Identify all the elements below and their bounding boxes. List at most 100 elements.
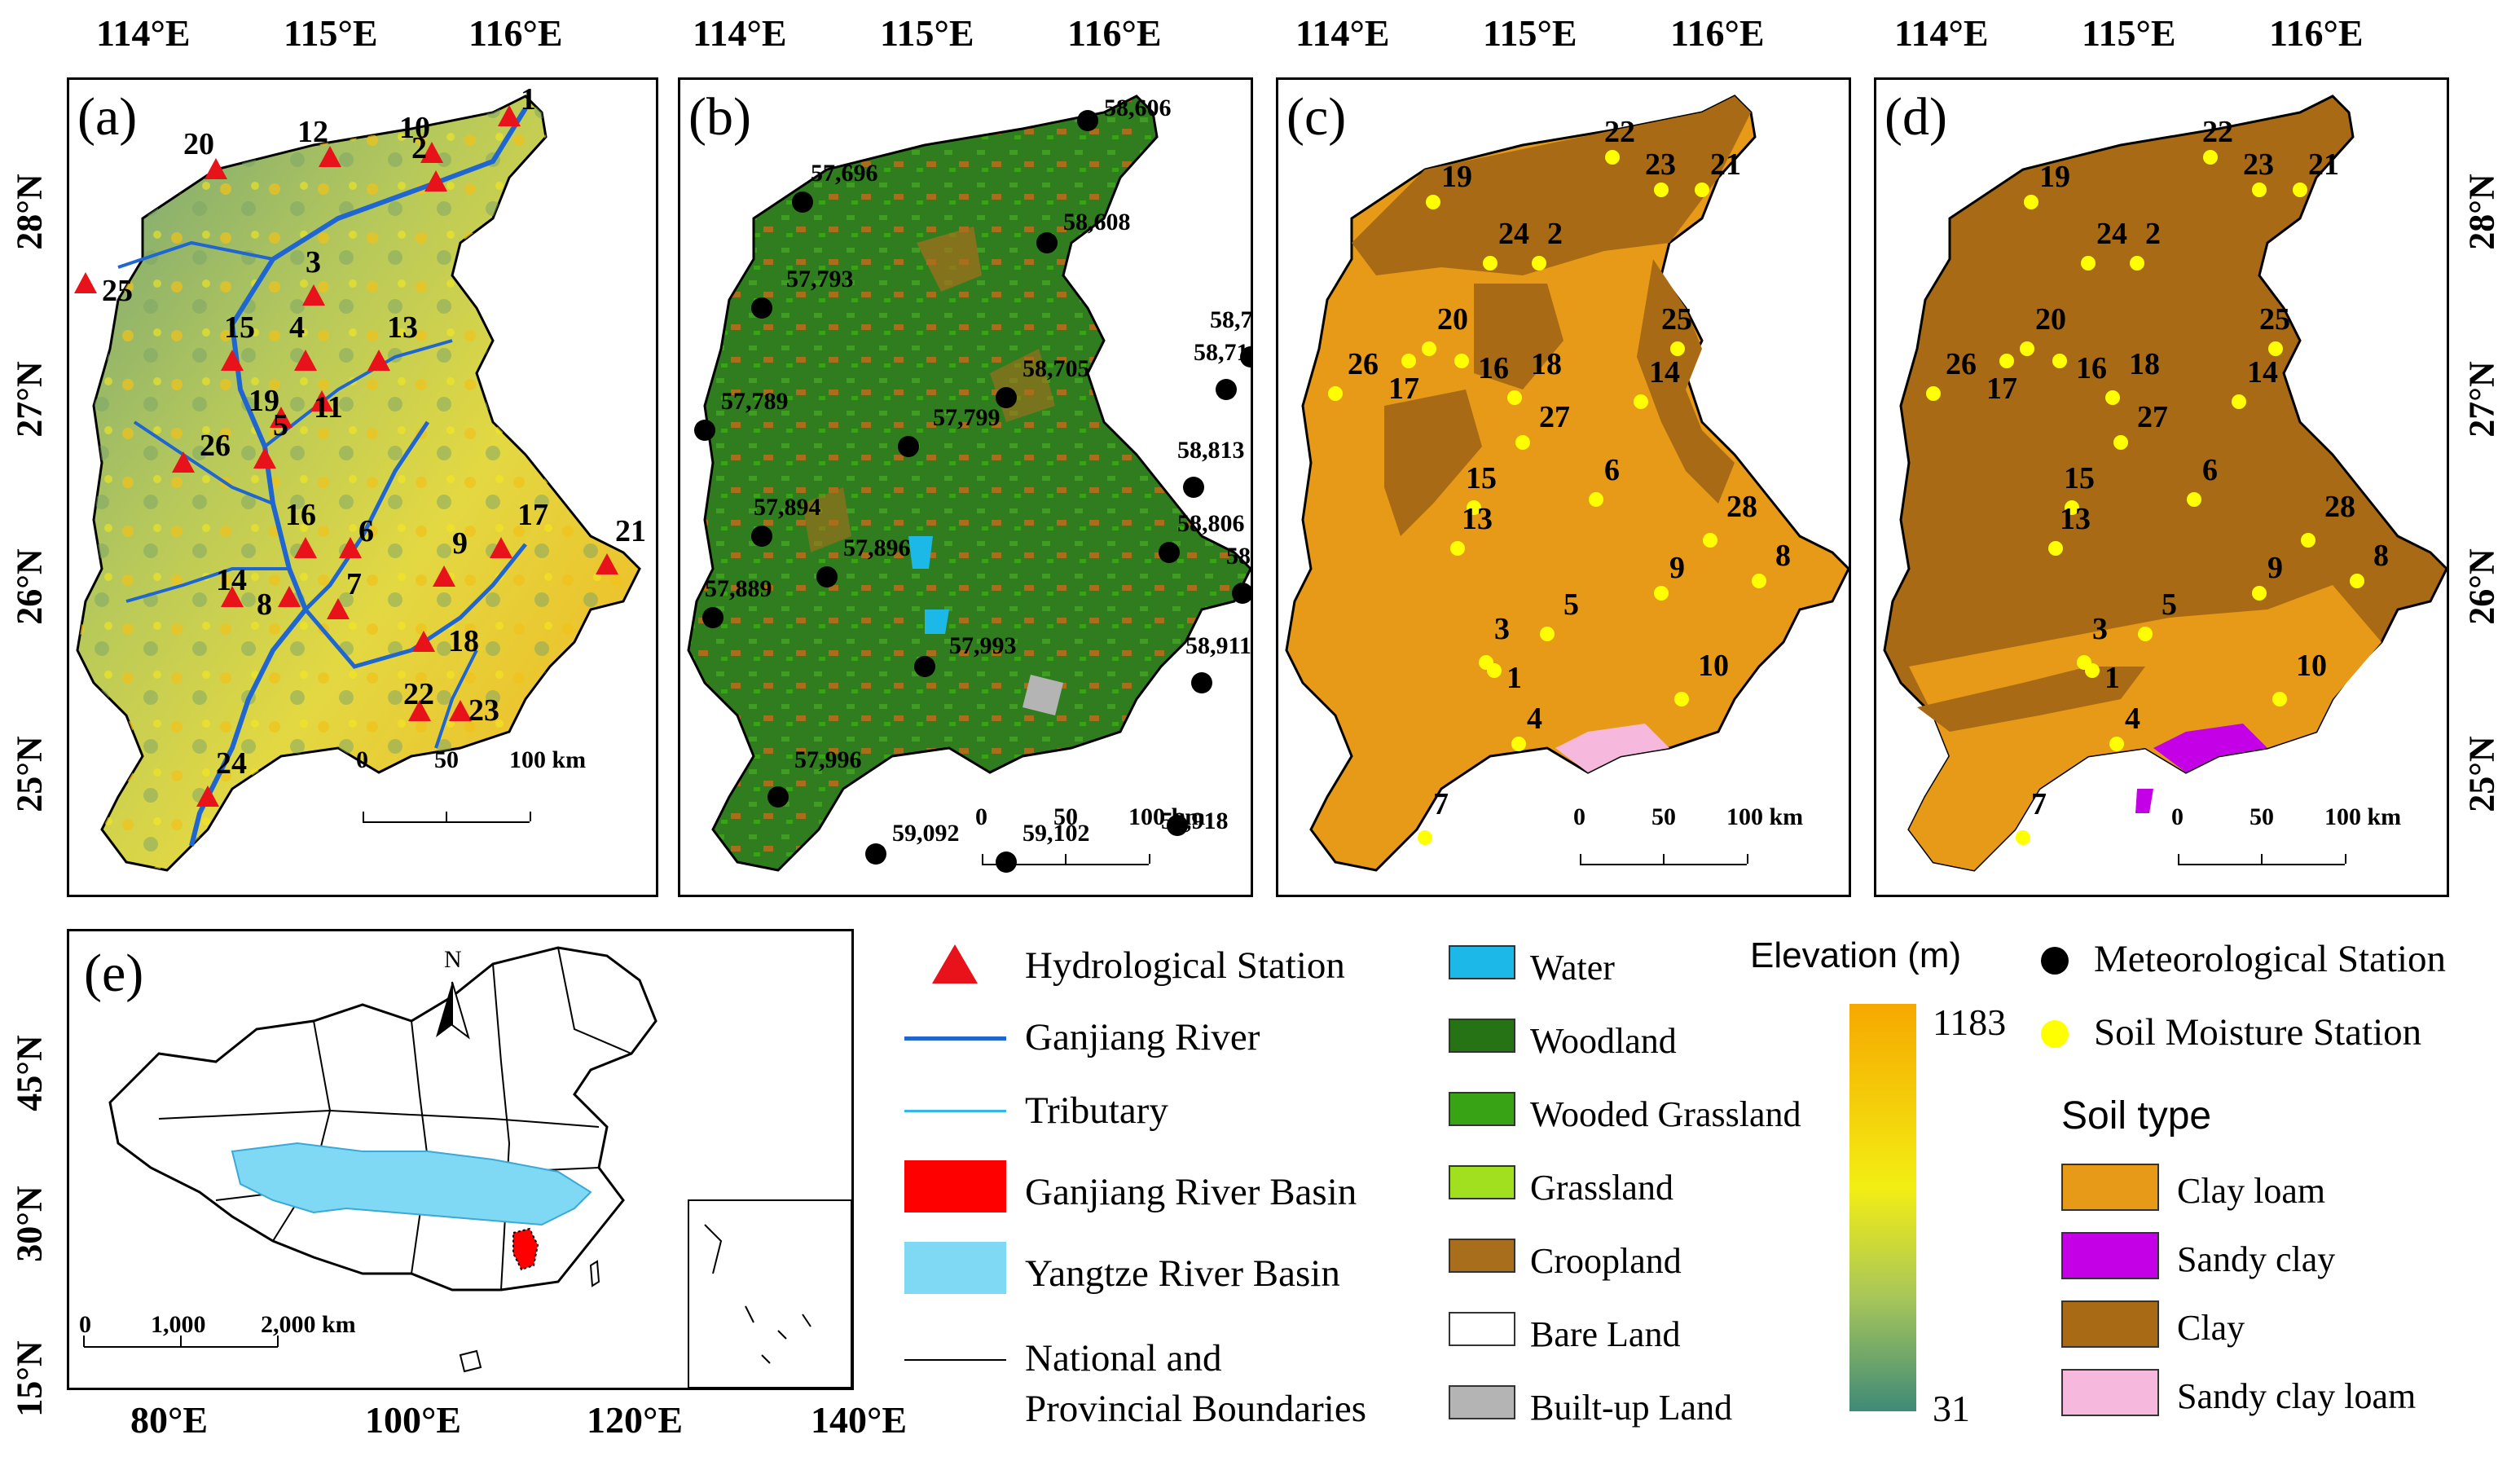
station-label: 57,993 [949,632,1017,659]
station-label: 19 [248,384,279,418]
met-station-marker [694,420,715,441]
panel-c-svg [1285,95,1849,872]
station-label: 9 [2267,551,2283,585]
hydro-station-marker [294,350,317,371]
panel-c-soil-map: 22 19 23 21 24 2 20 25 26 17 16 18 14 27 15 6 13 28 8 9 5 3 1 1… [1276,77,1851,897]
scale-zero: 0 [356,746,368,773]
station-label: 57,894 [754,494,821,521]
panel-c-scale-bar: 0 50 100 km [1573,805,1803,878]
lat-label: 15°N [9,1340,50,1417]
station-label: 5 [273,408,288,442]
lat-label: 28°N [2461,174,2502,250]
soil-station-marker [1703,533,1717,548]
scale-end: 100 km [1726,803,1804,830]
station-label: 57,889 [705,575,772,602]
legend-tributary: Tributary [1025,1089,1168,1132]
lon-label: 115°E [880,12,974,54]
scale-mid: 50 [434,746,459,773]
station-label: 28 [1726,490,1757,524]
soil-station-marker [2187,492,2201,507]
met-station-marker [1036,232,1058,253]
met-station-marker [1191,672,1212,693]
hydro-station-marker [339,537,362,558]
legend-clay-loam: Clay loam [2177,1171,2326,1211]
station-label: 15 [1466,461,1497,495]
station-label: 3 [1494,612,1510,646]
soil-type-title: Soil type [2061,1094,2212,1138]
legend-bare-land: Bare Land [1530,1314,1681,1354]
soil-station-marker [2109,737,2124,751]
legend-woodland: Woodland [1530,1021,1677,1061]
lon-label: 115°E [1483,12,1577,54]
clay-loam-swatch [2061,1164,2159,1211]
soil-station-marker [2113,435,2128,450]
station-label: 14 [2247,355,2278,389]
lon-label: 115°E [2082,12,2176,54]
station-label: 20 [1437,302,1468,337]
panel-a-svg [76,95,641,872]
panel-b-scale-bar: 0 50 100 km [975,803,1205,878]
station-label: 17 [1986,372,2017,406]
station-label: 58,608 [1063,209,1131,235]
station-label: 58,848 [1226,543,1251,570]
legend-water: Water [1530,948,1615,988]
ganjiang-basin [512,1227,539,1271]
hydro-station-marker [205,158,227,179]
station-label: 3 [306,245,321,279]
soil-station-marker [1328,386,1343,401]
station-label: 1 [2104,661,2120,695]
scale-mid: 50 [1053,803,1078,830]
soil-station-marker [1634,394,1648,409]
station-label: 11 [314,390,343,425]
soil-station-marker [1487,663,1502,678]
water-swatch [1449,945,1515,979]
lon-label: 80°E [130,1399,209,1441]
boundaries-legend-icon [904,1359,1006,1361]
met-station-marker [914,656,935,677]
met-station-marker [1159,542,1180,563]
station-label: 57,896 [843,535,911,561]
soil-station-marker [2016,830,2030,845]
tributary [133,420,274,505]
soil-station-marker [2252,183,2267,197]
soil-station-marker [2081,256,2096,271]
lon-label: 116°E [2269,12,2364,54]
woodland-swatch [1449,1019,1515,1053]
station-label: 19 [2039,160,2070,194]
lat-label: 27°N [2461,361,2502,438]
soil-station-marker [2252,586,2267,601]
elevation-title: Elevation (m) [1750,935,1962,975]
soil-station-marker [2203,150,2218,165]
lat-label: 26°N [2461,548,2502,625]
soil-station-marker [1695,183,1709,197]
hydro-station-marker [498,105,521,126]
scale-zero: 0 [1573,803,1585,830]
ganjiang-river [189,107,528,847]
station-label: 15 [2064,461,2095,495]
legend-met-station: Meteorological Station [2094,938,2447,980]
station-label: 23 [1645,147,1676,182]
station-label: 17 [517,498,548,532]
station-label: 58,606 [1104,95,1172,121]
station-label: 22 [1604,115,1635,149]
soil-station-marker [2048,541,2063,556]
soil-station-marker [2020,341,2034,356]
panel-d-label: (d) [1885,87,1947,147]
soil-station-marker [1926,386,1941,401]
station-label: 58,813 [1177,437,1245,464]
panel-d-scale-bar: 0 50 100 km [2171,805,2401,878]
scale-mid: 1,000 [151,1311,206,1338]
soil-station-marker [1507,390,1522,405]
scale-zero: 0 [2171,803,2184,830]
grassland-swatch [1449,1165,1515,1199]
china-boundary [108,946,657,1292]
hydro-station-marker [408,700,431,721]
station-label: 25 [2259,302,2290,337]
yangtze-basin-legend-swatch [904,1242,1006,1294]
station-label: 59,092 [892,820,960,847]
station-label: 21 [2308,147,2339,182]
soil-station-marker [1999,354,2014,368]
hydro-station-marker [490,537,512,558]
panel-a-scale-bar: 0 50 100 km [356,746,586,838]
station-label: 27 [1539,400,1570,434]
